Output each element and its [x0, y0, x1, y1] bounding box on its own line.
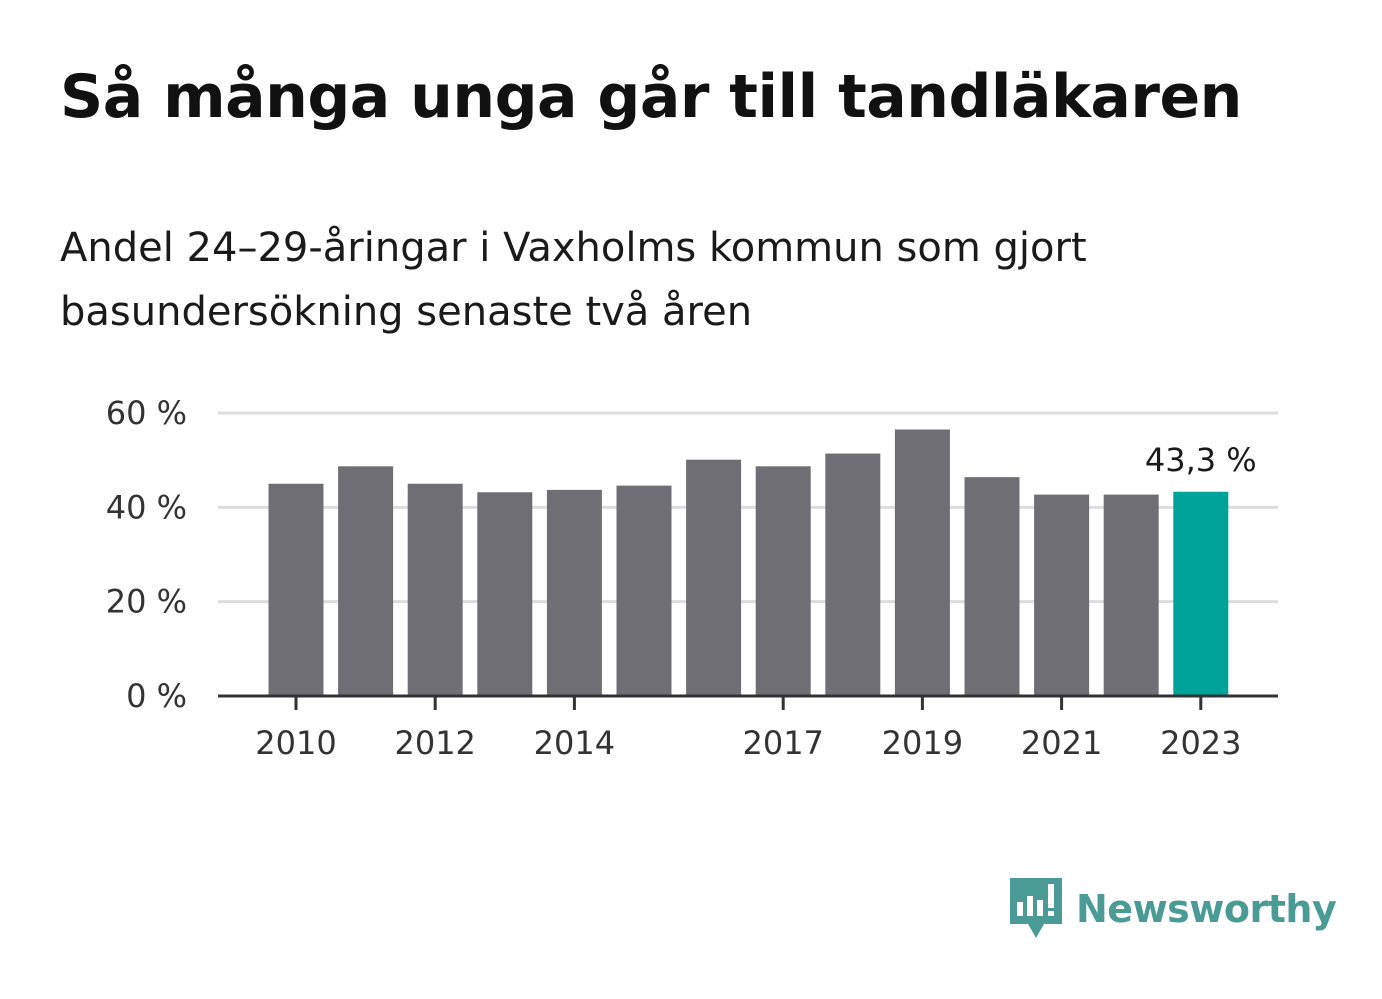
bar-2018	[825, 453, 881, 696]
y-tick-label: 40 %	[106, 488, 187, 526]
chart-subtitle: Andel 24–29-åringar i Vaxholms kommun so…	[60, 225, 1087, 335]
bar-2020	[964, 477, 1020, 696]
bar-2019	[894, 429, 950, 696]
y-tick-label: 20 %	[106, 583, 187, 621]
bar-2016	[686, 459, 742, 696]
bar-2021	[1034, 494, 1090, 696]
chart-title: Så många unga går till tandläkaren	[60, 62, 1242, 132]
x-tick-label: 2021	[1021, 724, 1102, 762]
newsworthy-logo-icon	[1010, 878, 1062, 938]
bar-2013	[477, 492, 533, 696]
bar-2011	[338, 466, 394, 696]
brand-name: Newsworthy	[1076, 887, 1337, 931]
x-tick-label: 2012	[394, 724, 475, 762]
y-tick-label: 0 %	[126, 677, 187, 715]
y-tick-label: 60 %	[106, 394, 187, 432]
bar-2022	[1103, 494, 1159, 696]
data-label: 43,3 %	[1145, 441, 1257, 479]
x-tick-label: 2019	[882, 724, 963, 762]
x-tick-label: 2023	[1160, 724, 1241, 762]
bar-2023	[1173, 491, 1229, 696]
x-tick-label: 2010	[255, 724, 336, 762]
x-tick-label: 2017	[742, 724, 823, 762]
bar-2017	[755, 466, 811, 696]
brand-logo: Newsworthy	[1010, 878, 1337, 940]
bar-2010	[268, 483, 324, 696]
bar-2012	[407, 483, 463, 696]
bar-2015	[616, 485, 672, 696]
bar-2014	[546, 489, 602, 696]
x-tick-label: 2014	[534, 724, 615, 762]
